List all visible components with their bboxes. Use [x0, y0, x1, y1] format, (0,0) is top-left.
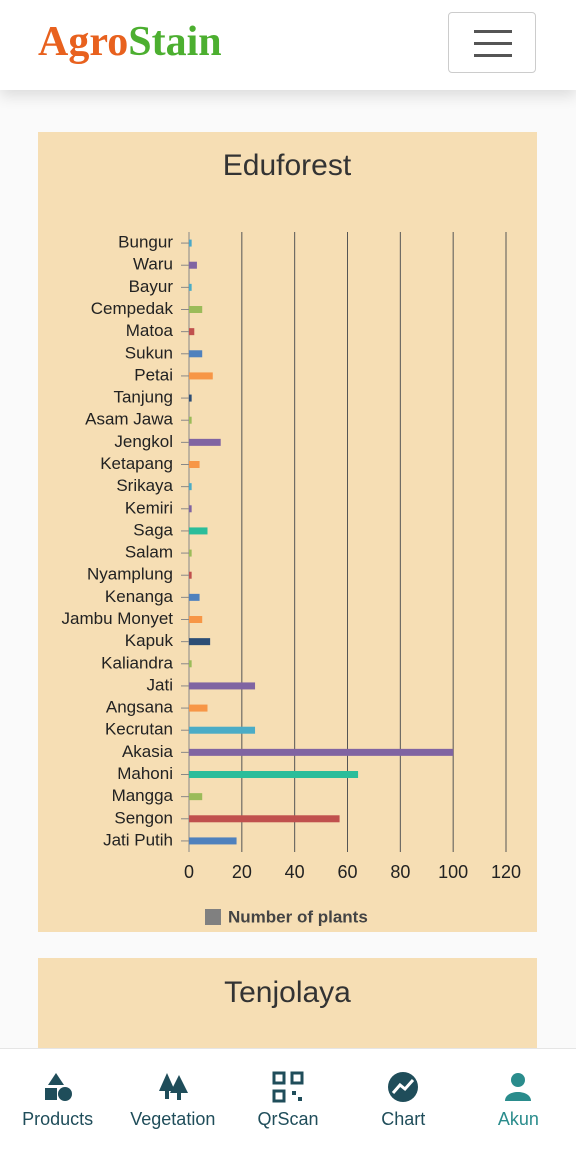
- y-tick-label: Matoa: [126, 321, 174, 340]
- bar: [189, 704, 208, 712]
- bar: [189, 306, 203, 313]
- bar: [189, 372, 213, 380]
- chart: Eduforest 0 20 40 60 80 100 120 Bungur Waru Bayur…: [62, 149, 522, 927]
- y-tick-label: Kapuk: [125, 631, 174, 650]
- nav-icon: [158, 1073, 188, 1100]
- chart-title: Eduforest: [223, 149, 352, 182]
- y-tick-label: Mahoni: [117, 764, 173, 783]
- bar: [189, 483, 192, 491]
- nav-label: Products: [22, 1109, 94, 1129]
- y-tick-label: Ketapang: [100, 454, 173, 473]
- bar: [189, 815, 340, 823]
- bar: [189, 793, 203, 801]
- header: AgroStain: [0, 0, 576, 90]
- nav-item[interactable]: QrScan: [230, 1049, 345, 1161]
- y-tick-label: Kaliandra: [101, 653, 173, 672]
- y-tick-label: Salam: [125, 543, 173, 562]
- y-tick-label: Waru: [133, 255, 173, 274]
- bar: [189, 239, 192, 247]
- y-tick-label: Angsana: [106, 698, 174, 717]
- bar: [189, 527, 208, 535]
- y-tick-label: Saga: [133, 520, 173, 539]
- bar: [189, 726, 256, 734]
- bar: [189, 660, 192, 668]
- logo-part: Agro: [38, 19, 129, 65]
- y-tick-label: Kemiri: [125, 498, 173, 517]
- x-tick-label: 0: [184, 862, 194, 882]
- y-tick-label: Kecrutan: [105, 720, 173, 739]
- y-tick-label: Kenanga: [105, 587, 174, 606]
- legend-label: Number of plants: [228, 907, 368, 926]
- bar: [189, 748, 454, 756]
- bar: [189, 283, 192, 291]
- bar: [189, 461, 200, 468]
- bar: [189, 261, 197, 269]
- logo[interactable]: AgroStain: [38, 18, 222, 66]
- x-tick-label: 40: [285, 862, 305, 882]
- x-tick-label: 120: [491, 862, 521, 882]
- nav-icon: [505, 1073, 532, 1101]
- y-tick-label: Jati Putih: [103, 830, 173, 849]
- legend-swatch: [205, 909, 221, 925]
- bar: [189, 616, 203, 623]
- nav-item[interactable]: Vegetation: [115, 1049, 230, 1161]
- bar: [189, 505, 192, 513]
- card-title: Tenjolaya: [224, 976, 351, 1009]
- bar: [189, 771, 359, 778]
- nav-label: Akun: [497, 1109, 539, 1129]
- bar: [189, 350, 203, 358]
- y-tick-label: Jengkol: [114, 432, 173, 451]
- nav-item[interactable]: Akun: [461, 1049, 576, 1161]
- y-tick-label: Petai: [134, 365, 173, 384]
- y-tick-label: Nyamplung: [87, 565, 173, 584]
- nav-item[interactable]: Products: [0, 1049, 115, 1161]
- logo-part: Stain: [128, 19, 222, 65]
- bar: [189, 837, 237, 845]
- bar: [189, 438, 221, 446]
- y-tick-label: Mangga: [112, 786, 174, 805]
- bar: [189, 682, 256, 690]
- y-tick-label: Sengon: [114, 808, 173, 827]
- x-tick-label: 60: [337, 862, 357, 882]
- bar: [189, 593, 200, 601]
- nav-icon: [388, 1072, 419, 1102]
- bar: [189, 328, 195, 336]
- nav-icon: [44, 1073, 72, 1101]
- x-tick-label: 20: [232, 862, 252, 882]
- y-tick-label: Bungur: [118, 233, 173, 252]
- y-tick-label: Bayur: [129, 277, 174, 296]
- y-tick-label: Jambu Monyet: [62, 609, 174, 628]
- x-tick-label: 100: [438, 862, 468, 882]
- nav-icon: [272, 1071, 304, 1103]
- bar: [189, 549, 192, 557]
- y-tick-label: Sukun: [125, 343, 173, 362]
- x-tick-label: 80: [390, 862, 410, 882]
- menu-button[interactable]: [448, 12, 536, 73]
- bar: [189, 416, 192, 424]
- y-tick-label: Cempedak: [91, 299, 174, 318]
- y-tick-label: Tanjung: [113, 388, 173, 407]
- y-tick-label: Jati: [147, 675, 173, 694]
- y-tick-label: Srikaya: [116, 476, 173, 495]
- nav-item[interactable]: Chart: [346, 1049, 461, 1161]
- nav-label: QrScan: [257, 1109, 319, 1129]
- nav-label: Vegetation: [130, 1109, 216, 1129]
- nav-label: Chart: [381, 1109, 426, 1129]
- chart-card: Eduforest 0 20 40 60 80 100 120 Bungur Waru Bayur…: [38, 132, 537, 932]
- bar: [189, 638, 211, 646]
- bar: [189, 571, 192, 579]
- bar: [189, 394, 192, 402]
- bottom-nav: Products Vegetation QrScan Chart Akun: [0, 1048, 576, 1161]
- y-tick-label: Asam Jawa: [85, 410, 173, 429]
- y-tick-label: Akasia: [122, 742, 174, 761]
- card: Tenjolaya: [38, 958, 537, 1058]
